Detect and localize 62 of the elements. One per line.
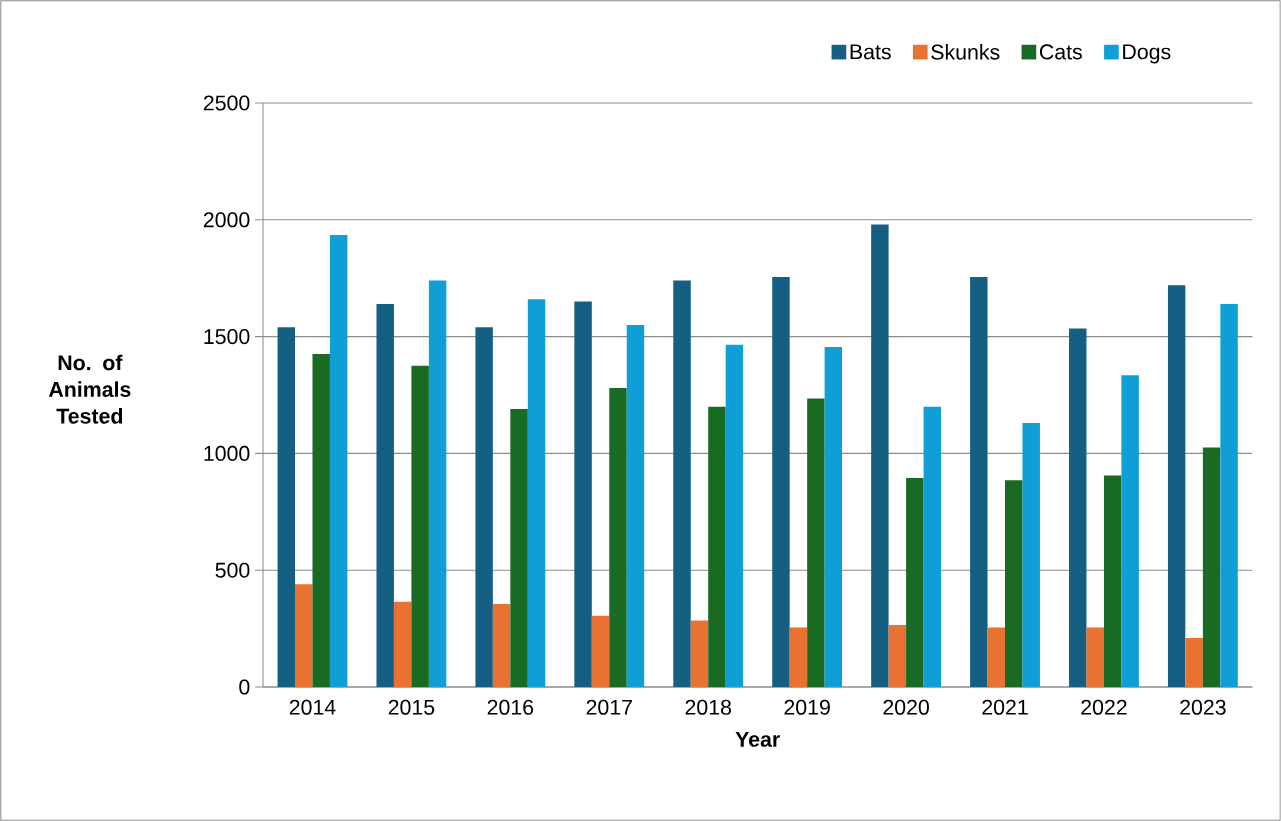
bar (906, 477, 924, 687)
x-tick-label: 2017 (586, 699, 632, 715)
bar (1069, 328, 1087, 687)
legend-label: Cats (1039, 44, 1082, 60)
y-tick-label: 1500 (204, 329, 250, 345)
y-tick-label: 500 (215, 562, 250, 578)
bar (329, 234, 348, 687)
x-tick-label: 2016 (487, 699, 534, 715)
x-tick-label: 2014 (289, 699, 336, 715)
legend-label: Dogs (1123, 44, 1171, 64)
bar (1103, 475, 1122, 687)
x-tick-label: 2019 (784, 699, 830, 715)
bar (510, 409, 528, 687)
bar (1220, 303, 1238, 687)
bar (1005, 480, 1023, 687)
bar (527, 299, 546, 687)
bar (987, 627, 1006, 687)
bar (574, 301, 592, 687)
legend-label: Skunks (931, 44, 1000, 60)
bar (591, 615, 610, 687)
bar (1167, 285, 1186, 687)
legend-label: Bats (850, 44, 891, 60)
x-tick-label: 2021 (982, 699, 1028, 715)
bar (492, 604, 511, 687)
bar (725, 344, 744, 687)
bar (1121, 375, 1139, 687)
y-tick-label: 1000 (204, 445, 250, 461)
bar (807, 398, 825, 687)
bar (789, 627, 808, 687)
x-axis-title: Year (735, 731, 780, 747)
y-tick-label: 0 (239, 679, 250, 695)
bar (871, 224, 889, 687)
bar (1086, 627, 1104, 687)
y-tick-label: 2500 (203, 95, 250, 111)
y-tick-label: 2000 (203, 212, 250, 228)
y-axis-title: No. of Animals Tested (48, 354, 131, 424)
bar (923, 406, 942, 687)
x-tick-label: 2022 (1081, 699, 1127, 715)
x-tick-label: 2020 (883, 699, 929, 715)
bar (295, 584, 313, 687)
bar (1022, 423, 1040, 687)
bar (376, 303, 394, 687)
bar (277, 327, 295, 687)
bar (609, 387, 627, 687)
bar (312, 354, 330, 687)
bar (824, 347, 843, 687)
bar (411, 365, 429, 687)
bar (475, 327, 493, 687)
x-tick-label: 2023 (1180, 699, 1226, 715)
bar (673, 280, 691, 687)
bar (1185, 637, 1203, 687)
bar (970, 277, 988, 687)
bar (428, 280, 447, 687)
x-tick-label: 2018 (685, 699, 731, 715)
bar (1202, 447, 1221, 687)
bar (690, 620, 709, 687)
x-tick-label: 2015 (388, 699, 435, 715)
bar (393, 601, 412, 687)
bar (888, 625, 907, 687)
bar (708, 406, 726, 687)
bar (626, 324, 645, 687)
bar (772, 277, 790, 687)
